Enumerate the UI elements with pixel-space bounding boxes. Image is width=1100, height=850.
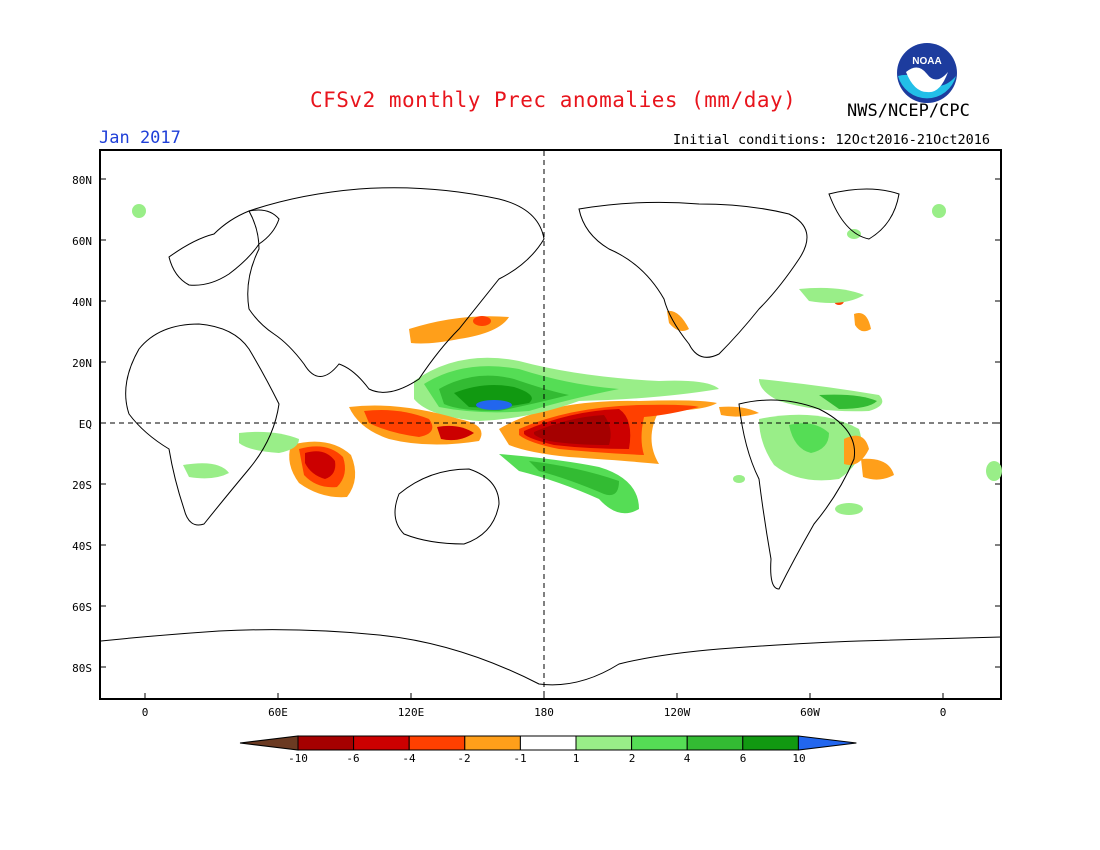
lat-label-eq: EQ: [78, 418, 92, 431]
initial-conditions-label: Initial conditions: 12Oct2016-21Oct2016: [673, 132, 990, 148]
colorbar-segment: [353, 735, 410, 751]
lon-label-0: 0: [141, 706, 149, 719]
lat-label-40s: 40S: [72, 540, 92, 553]
lat-label-60s: 60S: [72, 601, 92, 614]
colorbar-label-1: 1: [572, 752, 580, 765]
lon-label-120w: 120W: [663, 706, 691, 719]
map-ticks: [100, 178, 1001, 699]
colorbar-segment: [742, 735, 799, 751]
lat-label-60n: 60N: [72, 235, 92, 248]
target-month-label: Jan 2017: [99, 128, 181, 148]
anomaly-map: [99, 149, 1002, 700]
colorbar-segment: [408, 735, 466, 751]
colorbar-label-neg4: -4: [402, 752, 416, 765]
lon-label-180: 180: [534, 706, 554, 719]
anomaly-shading: [132, 204, 1002, 515]
map-title: CFSv2 monthly Prec anomalies (mm/day): [310, 88, 797, 112]
color-bar: [239, 735, 857, 751]
colorbar-label-neg6: -6: [346, 752, 360, 765]
colorbar-segment: [575, 735, 633, 751]
organization-label: NWS/NCEP/CPC: [847, 101, 970, 121]
lat-label-80n: 80N: [72, 174, 92, 187]
lon-label-120e: 120E: [397, 706, 425, 719]
lon-label-0-east: 0: [939, 706, 947, 719]
colorbar-segment: [631, 735, 688, 751]
lat-label-20n: 20N: [72, 357, 92, 370]
lon-label-60w: 60W: [800, 706, 820, 719]
logo-text: NOAA: [912, 56, 941, 67]
lat-label-40n: 40N: [72, 296, 92, 309]
lat-label-20s: 20S: [72, 479, 92, 492]
colorbar-segment: [464, 735, 521, 751]
colorbar-arrow-low: [239, 735, 299, 751]
colorbar-label-neg1: -1: [513, 752, 527, 765]
colorbar-label-neg10: -10: [288, 752, 308, 765]
lat-label-80s: 80S: [72, 662, 92, 675]
colorbar-segment: [686, 735, 744, 751]
colorbar-label-10: 10: [792, 752, 806, 765]
colorbar-label-4: 4: [683, 752, 691, 765]
colorbar-label-2: 2: [628, 752, 636, 765]
colorbar-segment: [297, 735, 355, 751]
coastlines: [100, 187, 1002, 686]
colorbar-segment: [519, 735, 577, 751]
lon-label-60e: 60E: [268, 706, 288, 719]
noaa-logo: NOAA: [897, 43, 957, 103]
colorbar-arrow-high: [797, 735, 857, 751]
colorbar-label-neg2: -2: [457, 752, 471, 765]
colorbar-label-6: 6: [739, 752, 747, 765]
